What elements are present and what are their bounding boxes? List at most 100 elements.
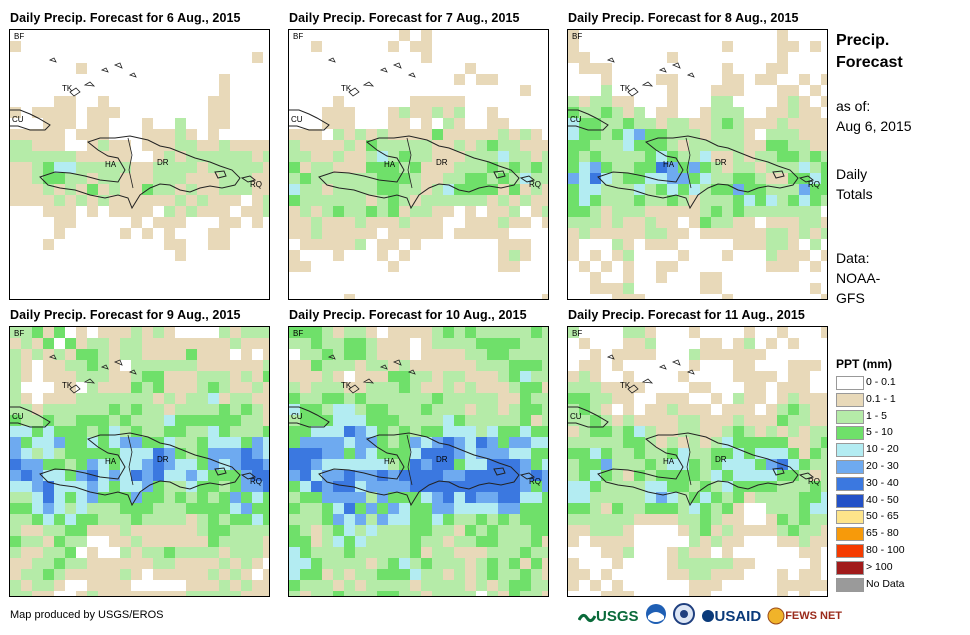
- precip-cell: [355, 239, 366, 250]
- precip-cell: [443, 426, 454, 437]
- precip-cell: [355, 492, 366, 503]
- panel-title-5: Daily Precip. Forecast for 10 Aug., 2015: [289, 308, 527, 322]
- precip-cell: [766, 250, 777, 261]
- precip-cell: [810, 525, 821, 536]
- bahamas-island-outline: [379, 364, 388, 370]
- precip-cell: [454, 547, 465, 558]
- precip-grid: [568, 30, 827, 299]
- as-of-block: as of: Aug 6, 2015: [836, 96, 912, 136]
- precip-cell: [678, 547, 689, 558]
- precip-cell: [454, 173, 465, 184]
- precip-cell: [131, 470, 142, 481]
- precip-cell: [568, 184, 579, 195]
- precip-cell: [197, 349, 208, 360]
- precip-cell: [476, 393, 487, 404]
- precip-cell: [355, 481, 366, 492]
- precip-cell: [421, 569, 432, 580]
- precip-cell: [799, 547, 810, 558]
- precip-cell: [175, 217, 186, 228]
- precip-cell: [120, 338, 131, 349]
- precip-cell: [476, 371, 487, 382]
- precip-cell: [263, 536, 269, 547]
- precip-cell: [219, 492, 230, 503]
- precip-cell: [711, 426, 722, 437]
- precip-cell: [333, 382, 344, 393]
- bahamas-island-outline: [606, 354, 615, 360]
- precip-cell: [399, 371, 410, 382]
- precip-cell: [590, 283, 601, 294]
- precip-cell: [377, 481, 388, 492]
- puerto-rico-outline: [772, 467, 785, 476]
- precip-cell: [531, 151, 542, 162]
- precip-cell: [689, 151, 700, 162]
- precip-cell: [443, 591, 454, 596]
- precip-cell: [645, 426, 656, 437]
- legend-title: PPT (mm): [836, 357, 893, 371]
- puerto-rico-outline: [493, 170, 506, 179]
- precip-cell: [700, 382, 711, 393]
- precip-cell: [241, 162, 252, 173]
- precip-cell: [32, 195, 43, 206]
- precip-cell: [656, 470, 667, 481]
- precip-cell: [568, 151, 579, 162]
- precip-cell: [208, 536, 219, 547]
- precip-cell: [65, 415, 76, 426]
- country-label-dr: DR: [157, 455, 169, 464]
- precip-cell: [120, 580, 131, 591]
- precip-cell: [186, 525, 197, 536]
- precip-cell: [810, 569, 821, 580]
- precip-cell: [722, 459, 733, 470]
- precip-cell: [87, 129, 98, 140]
- precip-cell: [300, 580, 311, 591]
- precip-cell: [252, 184, 263, 195]
- precip-cell: [678, 426, 689, 437]
- precip-cell: [300, 503, 311, 514]
- precip-cell: [678, 404, 689, 415]
- precip-cell: [542, 448, 548, 459]
- precip-cell: [601, 426, 612, 437]
- precip-cell: [634, 217, 645, 228]
- precip-cell: [153, 459, 164, 470]
- precip-cell: [531, 591, 542, 596]
- precip-cell: [487, 327, 498, 338]
- precip-cell: [344, 206, 355, 217]
- precip-cell: [733, 569, 744, 580]
- precip-cell: [656, 481, 667, 492]
- precip-cell: [98, 195, 109, 206]
- precip-cell: [344, 151, 355, 162]
- precip-cell: [465, 140, 476, 151]
- precip-cell: [810, 195, 821, 206]
- precip-cell: [465, 184, 476, 195]
- precip-cell: [678, 514, 689, 525]
- precip-cell: [175, 239, 186, 250]
- precip-cell: [219, 118, 230, 129]
- precip-cell: [388, 437, 399, 448]
- precip-cell: [788, 426, 799, 437]
- precip-cell: [252, 514, 263, 525]
- precip-cell: [399, 129, 410, 140]
- precip-cell: [432, 503, 443, 514]
- precip-cell: [10, 162, 21, 173]
- precip-cell: [219, 74, 230, 85]
- precip-cell: [443, 195, 454, 206]
- precip-cell: [465, 591, 476, 596]
- precip-cell: [241, 338, 252, 349]
- precip-cell: [344, 503, 355, 514]
- precip-cell: [43, 140, 54, 151]
- precip-cell: [568, 52, 579, 63]
- precip-cell: [623, 140, 634, 151]
- precip-cell: [722, 404, 733, 415]
- precip-cell: [153, 349, 164, 360]
- precip-cell: [208, 547, 219, 558]
- precip-cell: [289, 261, 300, 272]
- precip-cell: [689, 470, 700, 481]
- precip-cell: [788, 459, 799, 470]
- precip-cell: [87, 448, 98, 459]
- precip-cell: [601, 481, 612, 492]
- precip-cell: [10, 547, 21, 558]
- precip-cell: [186, 580, 197, 591]
- precip-cell: [377, 470, 388, 481]
- precip-cell: [175, 470, 186, 481]
- precip-cell: [164, 426, 175, 437]
- precip-cell: [388, 360, 399, 371]
